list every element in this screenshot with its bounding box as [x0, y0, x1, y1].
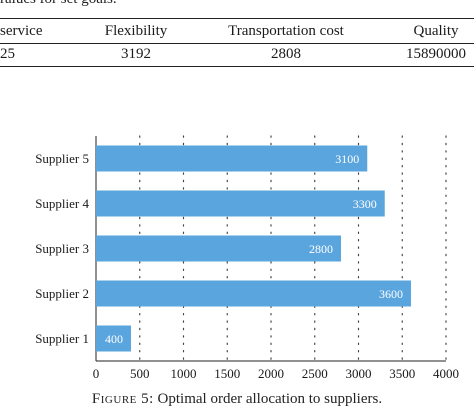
x-tick-label-4000: 4000: [433, 366, 459, 381]
bar-supplier-4: [96, 190, 385, 217]
table-cell-flexibility: 3192: [121, 46, 151, 62]
table-header-transportation-cost: Transportation cost: [228, 23, 344, 39]
table-header-flexibility: Flexibility: [104, 23, 168, 39]
bar-supplier-3: [96, 235, 341, 262]
y-tick-label-supplier-4: Supplier 4: [35, 196, 89, 211]
table-top-rule: [0, 18, 474, 19]
table-header-service: service: [0, 23, 43, 39]
table-caption-fragment: ralues for set goals.: [0, 0, 117, 8]
bar-supplier-1: [96, 325, 131, 352]
x-tick-label-2000: 2000: [258, 366, 284, 381]
table-cell-transportation-cost: 2808: [271, 46, 301, 62]
figure-caption-text: Optimal order allocation to suppliers.: [157, 391, 383, 407]
x-tick-label-0: 0: [93, 366, 100, 381]
figure-caption: Figure 5: Optimal order allocation to su…: [0, 391, 474, 408]
data-label-supplier-5: 3100: [335, 152, 359, 166]
y-tick-label-supplier-3: Supplier 3: [35, 241, 89, 256]
data-label-supplier-3: 2800: [309, 242, 333, 256]
figure-caption-label: Figure 5:: [91, 391, 154, 407]
data-label-supplier-2: 3600: [379, 287, 403, 301]
x-tick-label-500: 500: [130, 366, 150, 381]
x-tick-label-2500: 2500: [302, 366, 328, 381]
table-header-rule: [0, 43, 474, 44]
y-tick-label-supplier-2: Supplier 2: [35, 286, 89, 301]
data-label-supplier-1: 400: [105, 332, 123, 346]
x-tick-label-3000: 3000: [346, 366, 372, 381]
x-tick-label-3500: 3500: [389, 366, 415, 381]
table-bottom-rule: [0, 66, 474, 67]
y-tick-label-supplier-1: Supplier 1: [35, 331, 89, 346]
data-label-supplier-4: 3300: [353, 197, 377, 211]
table-header-quality: Quality: [413, 23, 459, 39]
bar-supplier-2: [96, 280, 411, 307]
table-cell-quality: 15890000: [406, 46, 466, 62]
table-cell-service: 25: [0, 46, 15, 62]
y-tick-label-supplier-5: Supplier 5: [35, 151, 89, 166]
x-tick-label-1000: 1000: [171, 366, 197, 381]
x-tick-label-1500: 1500: [214, 366, 240, 381]
bar-supplier-5: [96, 145, 368, 172]
